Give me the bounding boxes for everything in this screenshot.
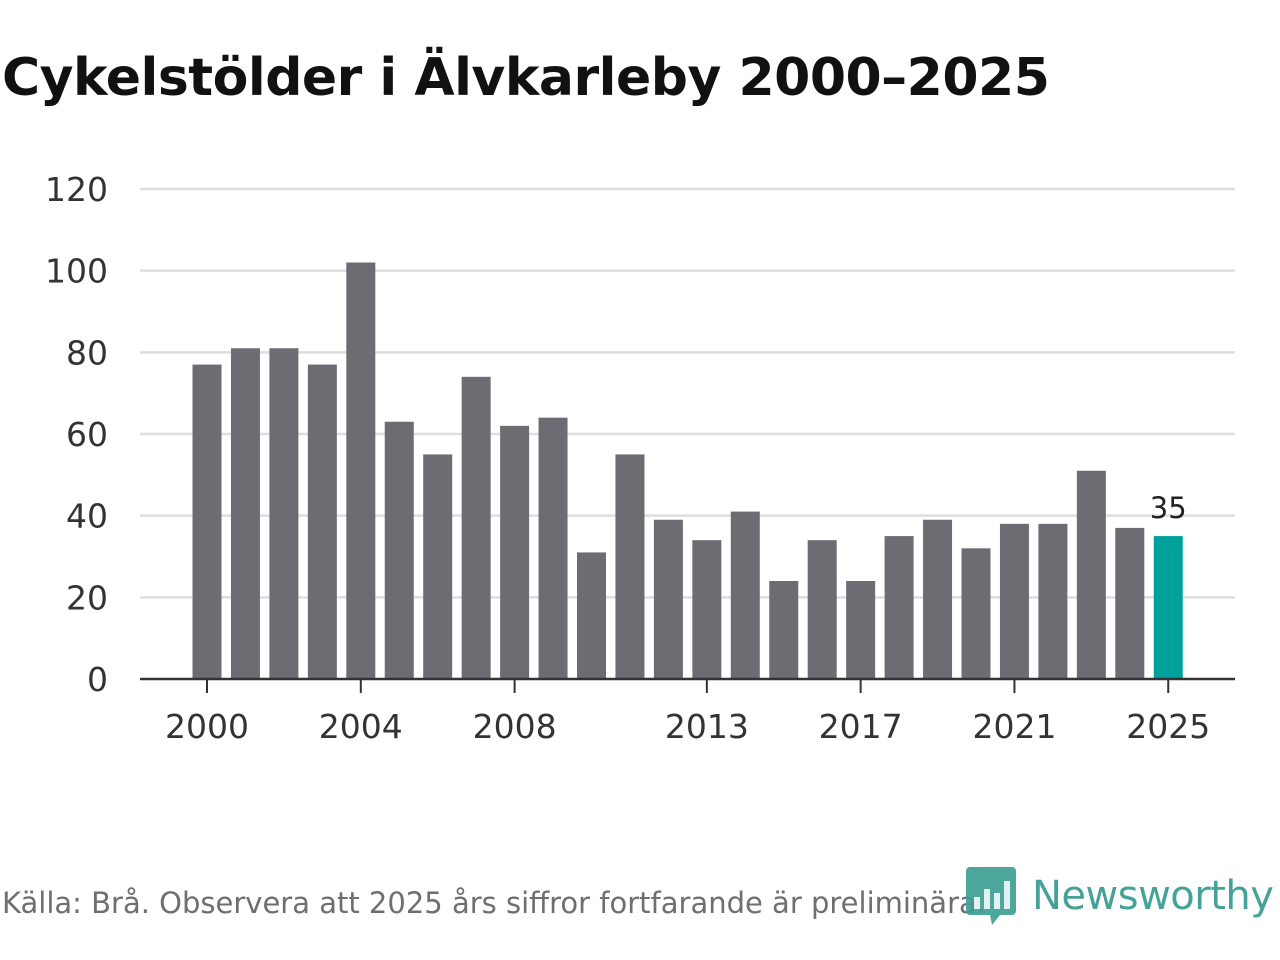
gridlines (140, 187, 1235, 599)
bar-2008 (500, 425, 530, 679)
y-tick-label-120: 120 (45, 170, 108, 209)
data-label-2025: 35 (1150, 491, 1187, 525)
bar-2004 (346, 262, 376, 679)
bar-2022 (1038, 523, 1068, 679)
bar-2012 (653, 519, 683, 679)
bar-2003 (307, 364, 337, 679)
bar-2010 (577, 552, 606, 679)
bar-2009 (538, 417, 568, 679)
bar-2021 (999, 523, 1029, 679)
bar-2020 (961, 548, 991, 679)
bar-2007 (461, 376, 491, 679)
x-tick-label-2004: 2004 (319, 707, 403, 746)
y-tick-label-60: 60 (66, 415, 108, 454)
bars (192, 262, 1183, 679)
bar-2024 (1115, 527, 1145, 679)
y-axis-ticks: 0 20 40 60 80 100 120 (45, 170, 108, 699)
source-note: Källa: Brå. Observera att 2025 års siffr… (2, 886, 986, 920)
bar-2006 (423, 454, 453, 679)
bar-2016 (807, 540, 837, 679)
chart-title: Cykelstölder i Älvkarleby 2000–2025 (2, 48, 1050, 108)
x-tick-label-2008: 2008 (473, 707, 557, 746)
bar-2017 (846, 581, 876, 679)
x-tick-label-2017: 2017 (819, 707, 903, 746)
bar-2005 (384, 421, 414, 679)
y-tick-label-100: 100 (45, 252, 108, 291)
bar-2002 (269, 348, 299, 679)
x-axis: 2000 2004 2008 2013 2017 2021 2025 (140, 677, 1235, 746)
bar-2011 (615, 454, 645, 679)
newsworthy-logo-icon (966, 867, 1016, 925)
x-tick-label-2025: 2025 (1126, 707, 1210, 746)
bar-2015 (769, 581, 799, 679)
bar-2014 (730, 511, 760, 679)
x-tick-label-2021: 2021 (972, 707, 1056, 746)
bar-2013 (692, 540, 722, 679)
y-tick-label-20: 20 (66, 578, 108, 617)
bar-2025 (1153, 536, 1183, 679)
bar-2000 (192, 364, 222, 679)
bar-2018 (884, 536, 914, 679)
bar-2019 (923, 519, 953, 679)
newsworthy-logo: Newsworthy (966, 866, 1274, 926)
newsworthy-logo-text: Newsworthy (1032, 873, 1274, 919)
y-tick-label-0: 0 (87, 660, 108, 699)
data-labels: 35 (1150, 491, 1187, 525)
y-tick-label-80: 80 (66, 333, 108, 372)
bar-2001 (230, 348, 260, 679)
x-tick-label-2000: 2000 (165, 707, 249, 746)
y-tick-label-40: 40 (66, 497, 108, 536)
x-tick-label-2013: 2013 (665, 707, 749, 746)
bar-2023 (1076, 470, 1106, 679)
